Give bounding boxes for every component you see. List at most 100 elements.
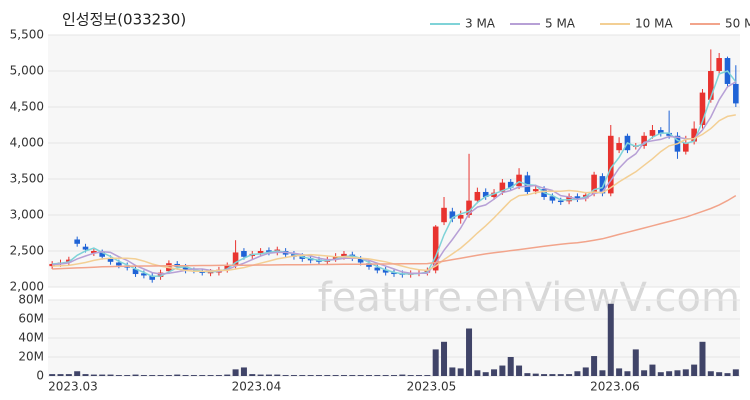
candle-body — [641, 135, 647, 146]
y-tick-label: 3,500 — [10, 172, 44, 186]
candle-body — [491, 192, 497, 197]
volume-bar — [649, 364, 656, 376]
volume-bar — [699, 341, 706, 376]
y-tick-label: 40M — [18, 331, 44, 345]
candle-body — [366, 263, 372, 267]
volume-bar — [716, 372, 723, 376]
volume-bar — [282, 375, 289, 376]
y-tick-label: 4,500 — [10, 100, 44, 114]
volume-bar — [207, 375, 214, 376]
candle-body — [516, 174, 522, 187]
candle-body — [232, 252, 239, 266]
legend-label: 3 MA — [465, 17, 496, 31]
candle-body — [683, 143, 689, 152]
candle-body — [357, 258, 364, 263]
volume-bar — [616, 368, 623, 376]
volume-bar — [74, 371, 81, 376]
volume-bar — [315, 375, 322, 376]
x-tick-label: 2023.03 — [48, 380, 98, 394]
candle-body — [91, 251, 97, 254]
candle-body — [374, 267, 381, 271]
y-tick-label: 60M — [18, 312, 44, 326]
volume-bar — [666, 371, 673, 376]
volume-bar — [99, 374, 106, 376]
candle-body — [591, 174, 597, 194]
candle-body — [599, 176, 606, 194]
volume-bar — [232, 369, 239, 376]
candle-body — [241, 251, 247, 257]
volume-bar — [399, 374, 406, 376]
volume-bar — [357, 375, 364, 376]
candle-body — [549, 196, 556, 201]
volume-bar — [424, 375, 431, 376]
y-tick-label: 20M — [18, 350, 44, 364]
candle-body — [141, 273, 147, 276]
volume-bar — [491, 369, 498, 376]
candle-body — [224, 265, 231, 270]
legend-label: 50 MA — [725, 17, 750, 31]
candle-body — [107, 258, 114, 262]
y-tick-label: 2,000 — [10, 280, 44, 294]
volume-bar — [541, 374, 548, 376]
y-tick-label: 3,000 — [10, 208, 44, 222]
volume-bar — [524, 373, 531, 376]
volume-bar — [165, 375, 172, 376]
volume-bar — [657, 372, 664, 376]
volume-bar — [240, 367, 247, 376]
volume-bar — [641, 370, 648, 376]
volume-bar — [516, 365, 523, 376]
volume-bar — [499, 365, 506, 376]
volume-bar — [157, 375, 164, 376]
candle-body — [499, 182, 506, 192]
y-tick-label: 80M — [18, 293, 44, 307]
legend-label: 5 MA — [545, 17, 576, 31]
candle-body — [466, 200, 472, 215]
volume-bar — [199, 375, 206, 376]
volume-bar — [65, 374, 72, 376]
volume-bar — [466, 328, 473, 376]
candle-body — [132, 269, 139, 275]
x-tick-label: 2023.04 — [232, 380, 282, 394]
volume-bar — [124, 375, 131, 376]
volume-bar — [732, 369, 739, 376]
volume-bar — [632, 349, 639, 376]
candle-body — [708, 71, 714, 100]
volume-bar — [682, 369, 689, 376]
candle-body — [733, 83, 739, 104]
volume-bar — [174, 374, 181, 376]
volume-bar — [149, 375, 156, 376]
candle-body — [391, 272, 397, 275]
candle-body — [716, 58, 722, 71]
candle-body — [657, 130, 664, 134]
candle-body — [441, 207, 447, 223]
volume-bar — [607, 303, 614, 376]
volume-bar — [507, 357, 514, 376]
volume-bar — [566, 374, 573, 376]
volume-bar — [365, 375, 372, 376]
volume-bar — [265, 374, 272, 376]
volume-bar — [82, 374, 89, 376]
volume-bar — [107, 374, 114, 376]
candle-body — [341, 253, 347, 257]
y-tick-label: 5,000 — [10, 64, 44, 78]
candle-body — [649, 130, 656, 136]
candle-body — [474, 191, 481, 201]
volume-bar — [624, 371, 631, 376]
candle-body — [566, 196, 572, 202]
candle-body — [607, 135, 614, 194]
chart-title: 인성정보(033230) — [62, 11, 186, 29]
volume-bar — [482, 372, 489, 376]
volume-bar — [441, 341, 448, 376]
volume-bar — [182, 375, 189, 376]
candle-body — [532, 189, 539, 192]
volume-bar — [707, 371, 714, 376]
volume-bar — [224, 374, 231, 376]
candle-body — [432, 226, 439, 271]
volume-bar — [549, 374, 556, 376]
candle-body — [574, 196, 581, 200]
volume-bar — [474, 370, 481, 376]
volume-bar — [90, 374, 97, 376]
legend-label: 10 MA — [635, 17, 673, 31]
candle-body — [257, 251, 264, 254]
x-tick-label: 2023.06 — [590, 380, 640, 394]
